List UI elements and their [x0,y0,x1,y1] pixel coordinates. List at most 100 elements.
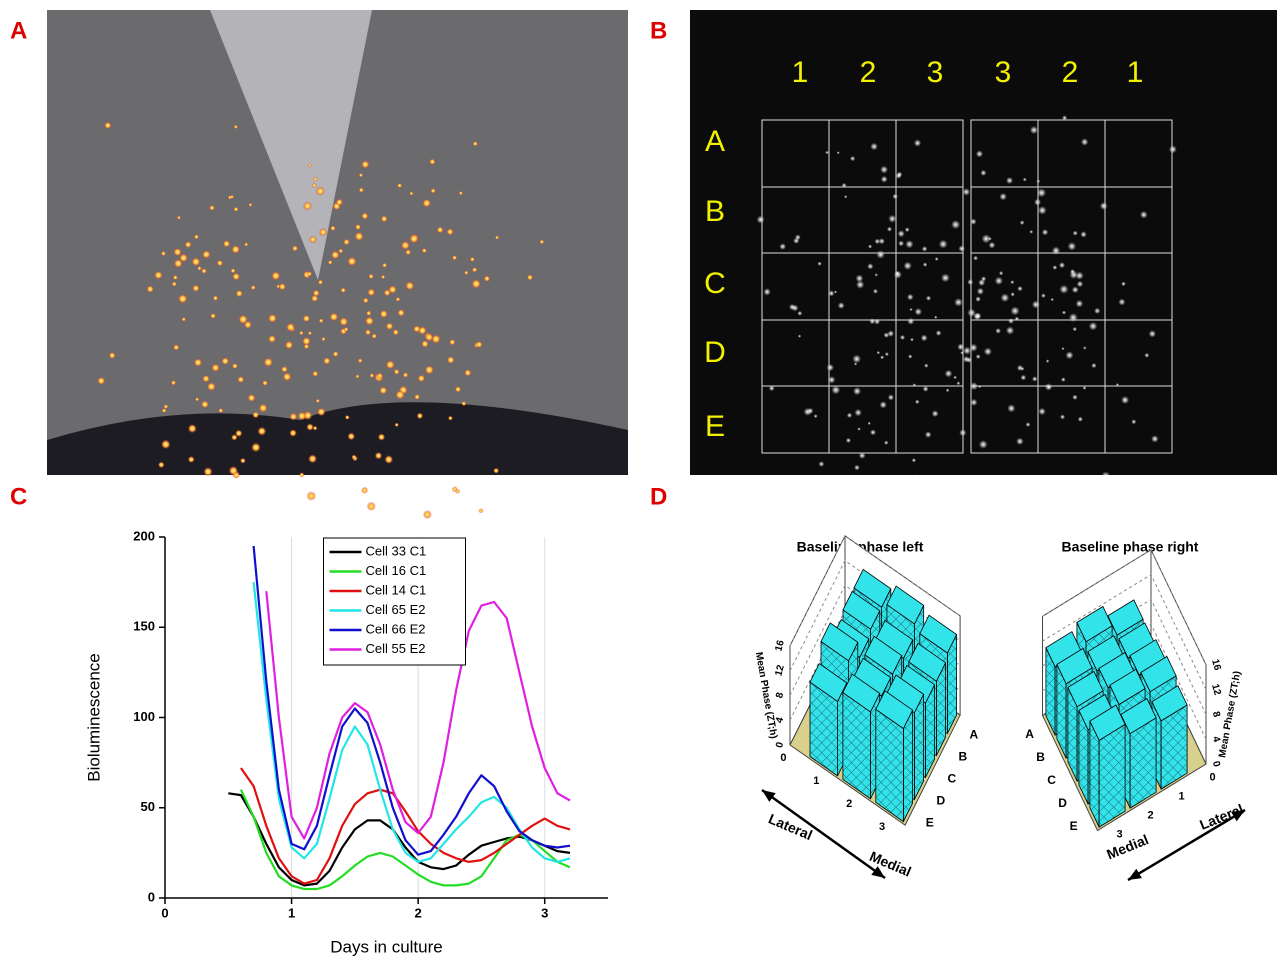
cell-signal [333,351,339,357]
cell-signal [319,318,324,323]
cell-signal [495,235,499,239]
cell-signal [381,215,388,222]
cell-signal [347,432,355,440]
y-tick-label: 0 [148,889,155,904]
cell-signal [1131,419,1136,424]
cell-signal [146,285,154,293]
cell-signal [1006,177,1013,184]
cell-signal [1011,292,1015,296]
cell-signal [825,151,829,155]
cell-signal [316,399,320,403]
cell-signal [331,250,340,259]
cell-signal [385,360,395,370]
cell-signal [401,241,410,250]
cell-signal [452,486,458,492]
cell-signal [172,281,177,286]
arrow-head [762,790,776,802]
bar [1152,686,1187,789]
cell-signal [397,309,405,317]
cell-signal [976,354,981,359]
cell-signal [365,329,371,335]
cell-signal [826,482,832,488]
cell-signal [789,304,795,310]
cell-signal [995,328,1001,334]
cell-signal [281,366,288,373]
cell-signal [1032,376,1037,381]
cell-signal [932,410,939,417]
cell-signal [386,322,394,330]
cell-signal [365,316,374,325]
cell-signal [258,403,267,412]
cell-signal [232,363,238,369]
legend-entry: Cell 66 E2 [366,621,426,636]
cell-signal [963,347,971,355]
cell-signal [307,271,312,276]
cell-signal [864,477,872,485]
cell-signal [210,313,216,319]
cell-signal [887,227,892,232]
cell-signal [888,394,894,400]
cell-signal [1042,229,1048,235]
bar [876,691,913,822]
cell-signal [1169,145,1177,153]
cell-signal [883,504,886,507]
cell-signal [1149,330,1156,337]
row-label: C [704,267,726,300]
cell-signal [286,323,295,332]
cell-signal [1007,404,1015,412]
cell-signal [178,294,188,304]
cell-signal [814,414,818,418]
cell-signal [358,358,363,363]
cell-signal [359,173,363,177]
cell-signal [923,386,929,392]
cell-signal [413,325,421,333]
cell-signal [852,355,861,364]
cell-signal [779,243,786,250]
cell-signal [1066,351,1074,359]
cell-signal [312,371,318,377]
cell-signal [905,240,913,248]
cell-signal [1017,286,1022,291]
cell-signal [853,387,861,395]
cell-signal [908,354,912,358]
cell-signal [945,370,953,378]
cell-signal [795,234,801,240]
cell-signal [905,227,910,232]
cell-signal [425,333,434,342]
cell-signal [188,424,197,433]
cell-signal [868,244,872,248]
cell-signal [1118,299,1125,306]
cell-signal [459,191,463,195]
cell-signal [448,416,453,421]
cell-signal [1011,306,1020,315]
cell-signal [303,201,312,210]
cell-signal [375,452,383,460]
cell-signal [192,284,200,292]
cell-signal [876,250,884,258]
cell-signal [231,434,237,440]
x-axis-label: Days in culture [330,937,442,956]
cell-signal [1038,206,1047,215]
cell-signal [472,267,478,273]
cell-signal [271,271,281,281]
cell-signal [854,465,860,471]
cell-signal [171,380,176,385]
cell-signal [958,245,965,252]
micrograph-b [690,10,1277,546]
x-tick-label: 2 [1148,810,1154,822]
cell-signal [184,241,191,248]
cell-signal [977,288,984,295]
cell-signal [414,394,420,400]
cell-signal [461,401,466,406]
cell-signal [302,315,310,323]
cell-signal [203,467,212,476]
legend-entry: Cell 16 C1 [366,563,427,578]
axis-label: Lateral [766,810,815,843]
cell-signal [941,274,950,283]
cell-signal [262,380,268,386]
y-tick-label: 50 [141,799,155,814]
cell-signal [195,397,199,401]
cell-signal [1046,359,1049,362]
cell-signal [329,312,338,321]
cell-signal [104,122,112,130]
